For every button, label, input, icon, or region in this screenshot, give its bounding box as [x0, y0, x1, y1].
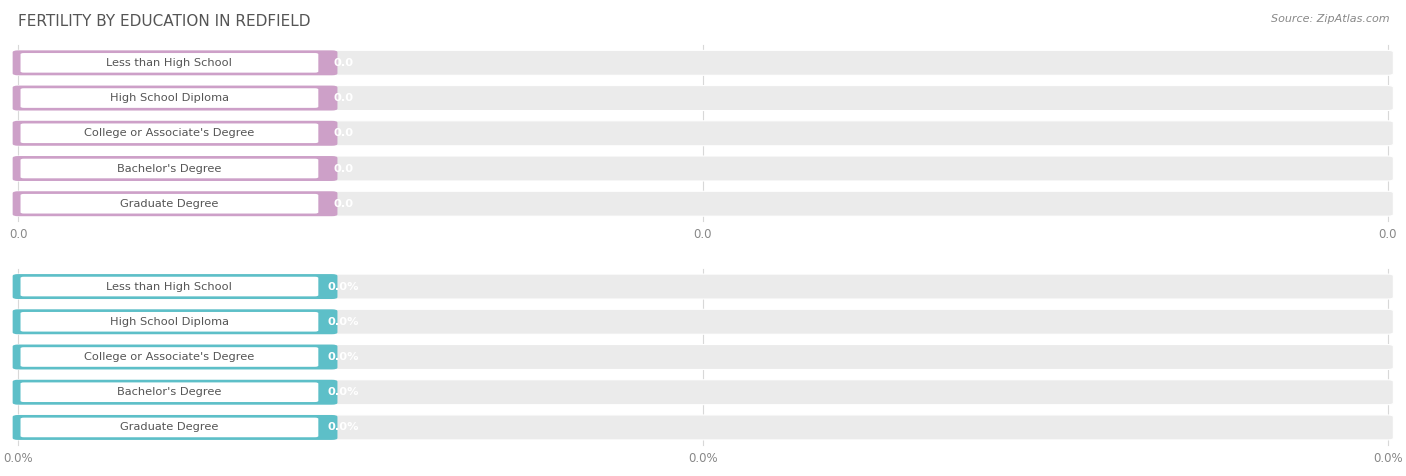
Text: College or Associate's Degree: College or Associate's Degree: [84, 128, 254, 139]
Text: High School Diploma: High School Diploma: [110, 317, 229, 327]
Text: High School Diploma: High School Diploma: [110, 93, 229, 103]
FancyBboxPatch shape: [21, 382, 318, 402]
Text: 0.0%: 0.0%: [328, 387, 359, 397]
FancyBboxPatch shape: [13, 191, 1393, 216]
FancyBboxPatch shape: [13, 121, 1393, 146]
Text: 0.0: 0.0: [333, 93, 353, 103]
FancyBboxPatch shape: [21, 312, 318, 332]
Text: 0.0: 0.0: [1378, 228, 1398, 241]
Text: Bachelor's Degree: Bachelor's Degree: [117, 387, 222, 397]
FancyBboxPatch shape: [13, 121, 337, 146]
FancyBboxPatch shape: [13, 86, 337, 110]
FancyBboxPatch shape: [21, 417, 318, 437]
Text: Graduate Degree: Graduate Degree: [121, 422, 218, 433]
Text: 0.0: 0.0: [8, 228, 28, 241]
FancyBboxPatch shape: [21, 53, 318, 73]
Text: 0.0: 0.0: [333, 58, 353, 68]
FancyBboxPatch shape: [13, 86, 1393, 110]
FancyBboxPatch shape: [21, 88, 318, 108]
Text: Less than High School: Less than High School: [107, 58, 232, 68]
Text: 0.0%: 0.0%: [1372, 452, 1403, 465]
FancyBboxPatch shape: [13, 415, 1393, 440]
Text: 0.0%: 0.0%: [328, 317, 359, 327]
FancyBboxPatch shape: [13, 309, 1393, 334]
Text: 0.0%: 0.0%: [688, 452, 718, 465]
FancyBboxPatch shape: [13, 309, 337, 334]
Text: FERTILITY BY EDUCATION IN REDFIELD: FERTILITY BY EDUCATION IN REDFIELD: [18, 14, 311, 30]
FancyBboxPatch shape: [13, 345, 337, 369]
FancyBboxPatch shape: [13, 50, 1393, 75]
Text: 0.0%: 0.0%: [328, 352, 359, 362]
Text: 0.0: 0.0: [333, 163, 353, 174]
FancyBboxPatch shape: [13, 191, 337, 216]
FancyBboxPatch shape: [21, 194, 318, 214]
FancyBboxPatch shape: [13, 156, 1393, 181]
Text: 0.0%: 0.0%: [328, 281, 359, 292]
Text: Source: ZipAtlas.com: Source: ZipAtlas.com: [1271, 14, 1389, 24]
Text: 0.0%: 0.0%: [328, 422, 359, 433]
FancyBboxPatch shape: [13, 380, 1393, 405]
FancyBboxPatch shape: [13, 50, 337, 75]
FancyBboxPatch shape: [13, 274, 337, 299]
Text: 0.0: 0.0: [333, 128, 353, 139]
FancyBboxPatch shape: [13, 415, 337, 440]
Text: 0.0: 0.0: [333, 198, 353, 209]
FancyBboxPatch shape: [21, 277, 318, 297]
Text: Bachelor's Degree: Bachelor's Degree: [117, 163, 222, 174]
FancyBboxPatch shape: [21, 159, 318, 178]
FancyBboxPatch shape: [13, 345, 1393, 369]
FancyBboxPatch shape: [13, 274, 1393, 299]
Text: 0.0: 0.0: [693, 228, 713, 241]
Text: Less than High School: Less than High School: [107, 281, 232, 292]
Text: 0.0%: 0.0%: [3, 452, 34, 465]
FancyBboxPatch shape: [13, 156, 337, 181]
Text: College or Associate's Degree: College or Associate's Degree: [84, 352, 254, 362]
Text: Graduate Degree: Graduate Degree: [121, 198, 218, 209]
FancyBboxPatch shape: [13, 380, 337, 405]
FancyBboxPatch shape: [21, 347, 318, 367]
FancyBboxPatch shape: [21, 123, 318, 143]
